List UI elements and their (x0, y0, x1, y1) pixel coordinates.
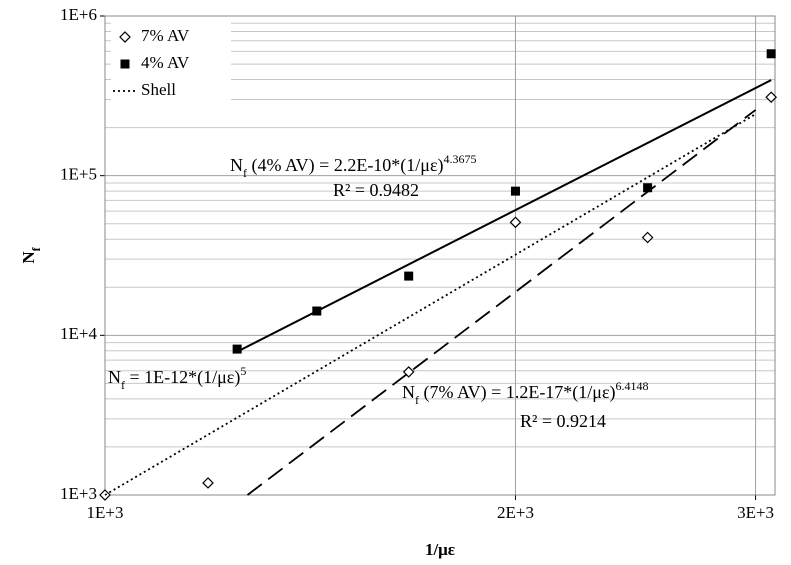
point (641, 231, 654, 244)
line (104, 113, 757, 496)
x-tick-label: 2E+3 (497, 503, 534, 522)
annotation-part: (7% AV) = 1.2E-17*(1/με) (419, 382, 616, 403)
y-tick-label: 1E+4 (60, 324, 97, 343)
annotation-part: 6.4148 (616, 379, 649, 393)
x-tick-label: 1E+3 (87, 503, 124, 522)
annotation: Nf (7% AV) = 1.2E-17*(1/με)6.4148 (402, 379, 649, 407)
y-axis-label: Nf (19, 246, 43, 263)
annotation-part: f (243, 166, 247, 180)
legend: 7% AV 4% AV Shell (111, 22, 231, 109)
point (232, 344, 242, 354)
line (246, 109, 757, 496)
plot-frame (104, 15, 776, 496)
annotation: Nf = 1E-12*(1/με)5 (108, 364, 246, 392)
y-tick-label: 1E+5 (60, 165, 97, 184)
annotation-part: f (415, 393, 419, 407)
legend-box (111, 22, 231, 109)
annotation-part: = 1E-12*(1/με) (125, 367, 240, 388)
annotation: Nf (4% AV) = 2.2E-10*(1/με)4.3675 (230, 152, 477, 180)
x-axis-label: 1/με (425, 540, 455, 559)
point (510, 186, 520, 196)
point (643, 183, 653, 193)
y-tick-label: 1E+3 (60, 484, 97, 503)
y-tick-label: 1E+6 (60, 5, 97, 24)
line (236, 79, 772, 353)
point (404, 271, 414, 281)
annotation-part: 4.3675 (444, 152, 477, 166)
x-axis-label-part: 1/με (425, 540, 455, 559)
point (765, 91, 778, 104)
plot (99, 49, 778, 501)
point (509, 216, 522, 229)
x-tick-label: 3E+3 (737, 503, 774, 522)
point (202, 477, 214, 489)
y-axis-label-part: f (29, 246, 43, 251)
annotation-part: R² = 0.9214 (520, 411, 606, 431)
annotation-part: f (121, 378, 125, 392)
legend-marker (119, 31, 131, 43)
annotation: R² = 0.9482 (333, 180, 419, 200)
point (766, 49, 776, 59)
legend-label: Shell (141, 80, 176, 99)
y-axis-label-part: N (19, 251, 38, 264)
annotation: R² = 0.9214 (520, 411, 606, 431)
legend-label: 7% AV (141, 26, 190, 45)
annotation-part: R² = 0.9482 (333, 180, 419, 200)
legend-marker (120, 59, 130, 69)
annotation-part: 5 (240, 364, 246, 378)
point (402, 366, 415, 378)
annotation-part: N (402, 382, 415, 402)
annotation-part: N (108, 367, 121, 387)
legend-label: 4% AV (141, 53, 190, 72)
annotation-part: N (230, 155, 243, 175)
annotation-part: (4% AV) = 2.2E-10*(1/με) (247, 155, 444, 176)
